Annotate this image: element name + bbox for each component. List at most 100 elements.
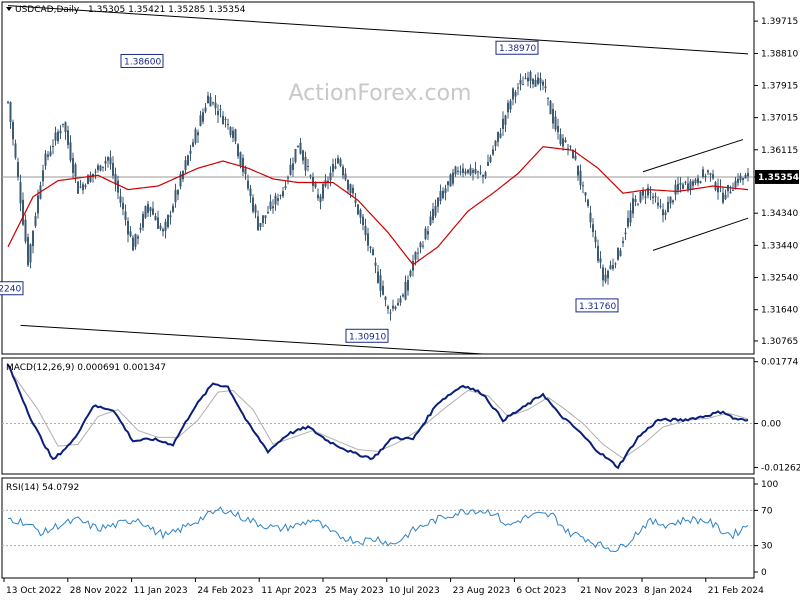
candle-body: [697, 178, 699, 184]
candle-body: [192, 142, 194, 147]
candle-body: [52, 146, 54, 148]
candle-body: [347, 179, 349, 190]
candle-body: [724, 194, 727, 200]
candle-body: [599, 258, 602, 263]
candle-body: [499, 133, 502, 138]
candle-body: [92, 173, 94, 177]
candle-body: [169, 215, 172, 218]
candle-body: [434, 206, 437, 216]
trendline-lower-channel: [20, 324, 484, 355]
candle-body: [699, 181, 702, 184]
candle-body: [397, 302, 399, 306]
candle-body: [107, 157, 109, 161]
time-axis-label: 13 Oct 2022: [6, 586, 62, 596]
price-annotation-label: 1.30910: [349, 332, 386, 342]
candle-body: [127, 220, 129, 235]
candle-body: [712, 174, 714, 179]
candle-body: [254, 205, 257, 213]
candle-body: [84, 185, 87, 188]
candle-body: [159, 225, 162, 229]
candle-body: [667, 202, 669, 213]
candle-body: [134, 233, 137, 247]
candle-body: [537, 77, 539, 84]
candle-body: [329, 172, 332, 181]
candle-body: [119, 196, 122, 203]
candle-body: [132, 237, 134, 251]
candle-body: [187, 155, 189, 166]
candle-body: [637, 204, 639, 206]
candle-body: [179, 173, 182, 187]
candle-body: [367, 233, 369, 246]
candle-body: [87, 175, 89, 185]
trendline-rising-upper: [642, 139, 744, 173]
candle-body: [639, 191, 642, 202]
candle-body: [129, 231, 132, 236]
candle-body: [314, 183, 317, 188]
candle-body: [339, 159, 342, 166]
candle-body: [334, 166, 337, 169]
candle-body: [649, 191, 652, 193]
candle-body: [417, 252, 419, 254]
price-annotation-box: [345, 328, 389, 343]
price-axis-label: 1.33440: [761, 241, 798, 251]
candle-body: [377, 271, 379, 283]
price-annotation-label: 1.38970: [499, 44, 536, 54]
candle-body: [709, 173, 712, 175]
candle-body: [47, 154, 49, 157]
trendline-upper-channel: [7, 5, 749, 55]
macd-line: [7, 364, 749, 470]
candle-body: [174, 189, 177, 203]
price-annotation-box: [495, 40, 539, 55]
candle-body: [422, 245, 424, 247]
candle-body: [302, 150, 304, 161]
candle-body: [64, 122, 67, 132]
time-axis-label: 25 May 2023: [325, 586, 384, 596]
candle-body: [702, 169, 704, 177]
candle-body: [244, 168, 247, 175]
candle-body: [72, 158, 74, 173]
candle-body: [309, 175, 312, 177]
candle-body: [7, 101, 9, 103]
candle-body: [229, 127, 232, 135]
candle-body: [644, 196, 647, 198]
time-axis-label: 21 Feb 2024: [708, 586, 764, 596]
candle-body: [324, 180, 327, 187]
candle-body: [534, 79, 537, 87]
candle-body: [67, 130, 69, 145]
candle-body: [199, 115, 202, 126]
candle-body: [154, 216, 157, 221]
watermark: ActionForex.com: [289, 81, 472, 106]
candle-body: [97, 165, 99, 170]
candle-body: [687, 183, 689, 190]
candle-body: [459, 171, 462, 173]
candle-body: [294, 148, 297, 163]
candle-body: [682, 184, 684, 189]
candle-body: [742, 178, 744, 180]
candle-body: [504, 115, 507, 125]
candles-group: [7, 70, 749, 321]
candle-body: [152, 208, 154, 215]
candle-body: [207, 95, 209, 104]
candle-body: [654, 196, 657, 198]
candle-body: [554, 116, 557, 130]
candle-body: [669, 196, 672, 204]
candle-body: [542, 81, 544, 86]
candle-body: [34, 216, 37, 227]
candle-body: [737, 178, 739, 183]
candle-body: [634, 199, 637, 203]
candle-body: [82, 184, 84, 191]
candle-body: [692, 181, 694, 186]
candle-body: [514, 92, 517, 97]
candle-body: [472, 170, 474, 173]
candle-body: [142, 214, 144, 228]
candle-body: [357, 204, 359, 215]
candle-body: [589, 212, 592, 223]
candle-body: [284, 186, 287, 189]
candle-body: [242, 158, 244, 172]
candle-body: [729, 191, 732, 194]
candle-body: [217, 110, 219, 116]
candle-body: [269, 201, 272, 209]
candle-body: [717, 185, 719, 193]
candle-body: [647, 187, 649, 196]
